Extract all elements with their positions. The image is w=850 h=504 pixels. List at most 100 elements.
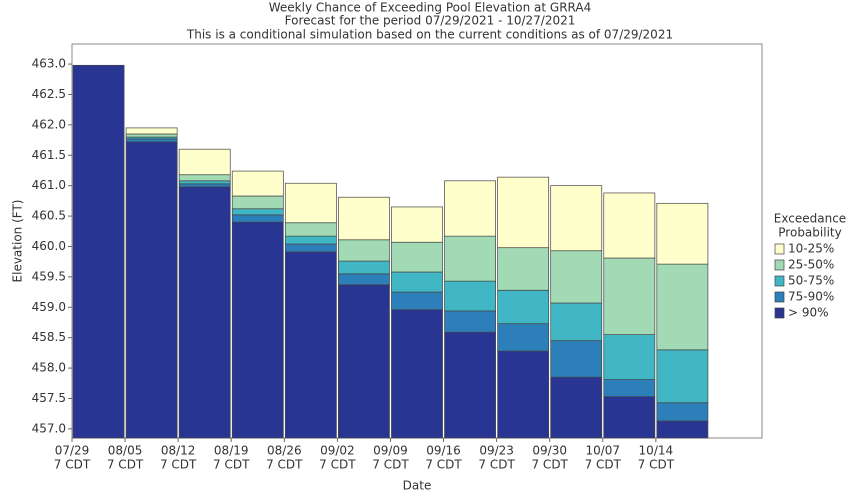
x-tick-label: 7 CDT — [531, 458, 568, 472]
bar-segment — [444, 280, 496, 312]
x-tick-label: 7 CDT — [372, 458, 409, 472]
bar-segment — [550, 185, 603, 252]
bar-segment — [231, 195, 284, 210]
bar-segment — [603, 257, 656, 335]
bar-segment — [656, 202, 709, 265]
y-tick-label: 459.5 — [32, 269, 66, 283]
bar-segment — [231, 214, 284, 223]
bar-segment — [656, 349, 709, 404]
bar-segment — [391, 271, 443, 293]
x-tick-label: 7 CDT — [107, 458, 144, 472]
bar-segment — [178, 180, 231, 185]
x-tick-label: 09/23 — [479, 444, 514, 458]
bar-segment — [497, 289, 550, 325]
bar-segment — [603, 334, 656, 380]
bar-segment — [550, 340, 603, 378]
bar-segment — [444, 310, 496, 333]
x-tick-label: 08/19 — [214, 444, 249, 458]
legend-title: Exceedance — [774, 212, 846, 226]
x-tick-label: 7 CDT — [585, 458, 622, 472]
bar-segment — [391, 291, 443, 311]
bar-segment — [284, 222, 337, 237]
bar-segment — [178, 183, 231, 188]
bar-segment — [178, 186, 231, 439]
x-tick-label: 10/14 — [639, 444, 674, 458]
bar-segment — [444, 331, 496, 439]
x-tick-label: 09/30 — [532, 444, 567, 458]
bar-segment — [284, 182, 337, 224]
bar-segment — [125, 141, 178, 439]
bar-segment — [338, 196, 390, 241]
bar-segment — [391, 206, 443, 243]
legend-swatch — [774, 291, 785, 303]
x-tick-label: 08/12 — [161, 444, 196, 458]
legend-swatch — [774, 307, 785, 319]
legend-label: 50-75% — [788, 274, 834, 288]
bar-segment — [72, 64, 125, 439]
bar-segment — [497, 247, 550, 291]
bar-segment — [603, 379, 656, 398]
bar-segment — [603, 396, 656, 439]
x-tick-label: 09/09 — [373, 444, 408, 458]
bar-segment — [284, 243, 337, 253]
legend-label: 10-25% — [788, 242, 834, 256]
chart-subtitle: Forecast for the period 07/29/2021 - 10/… — [285, 14, 576, 28]
y-tick-label: 463.0 — [32, 57, 66, 71]
bar-segment — [338, 273, 390, 286]
bar-segment — [284, 251, 337, 439]
bar-segment — [125, 127, 178, 135]
legend-label: 75-90% — [788, 290, 834, 304]
y-tick-label: 458.0 — [32, 361, 66, 375]
bar-segment — [444, 180, 496, 237]
y-tick-label: 462.0 — [32, 117, 66, 131]
bar-segment — [231, 170, 284, 197]
y-tick-label: 459.0 — [32, 300, 66, 314]
x-tick-label: 07/29 — [55, 444, 90, 458]
bar-segment — [656, 420, 709, 439]
y-tick-label: 457.5 — [32, 391, 66, 405]
x-tick-label: 10/07 — [585, 444, 620, 458]
bar-segment — [603, 192, 656, 259]
y-tick-label: 458.5 — [32, 330, 66, 344]
bar-segment — [284, 235, 337, 245]
bar-segment — [550, 376, 603, 439]
x-tick-label: 7 CDT — [425, 458, 462, 472]
bar-segment — [178, 148, 231, 176]
legend-label: > 90% — [788, 306, 829, 320]
y-tick-label: 461.0 — [32, 178, 66, 192]
bar-segment — [231, 221, 284, 439]
y-tick-label: 461.5 — [32, 148, 66, 162]
x-tick-label: 7 CDT — [478, 458, 515, 472]
x-tick-label: 7 CDT — [54, 458, 91, 472]
y-tick-label: 457.0 — [32, 421, 66, 435]
bar-segment — [550, 250, 603, 304]
bar-segment — [497, 323, 550, 352]
y-tick-label: 460.0 — [32, 239, 66, 253]
chart-subtitle: This is a conditional simulation based o… — [186, 28, 673, 42]
y-tick-label: 462.5 — [32, 87, 66, 101]
bar-segment — [338, 260, 390, 275]
bar-segment — [391, 241, 443, 273]
bar-segment — [125, 133, 178, 138]
legend-swatch — [774, 243, 785, 255]
x-tick-label: 7 CDT — [319, 458, 356, 472]
bar-segment — [656, 263, 709, 351]
bar-segment — [338, 284, 390, 439]
legend-swatch — [774, 259, 785, 271]
chart-title: Weekly Chance of Exceeding Pool Elevatio… — [269, 1, 591, 15]
bar-segment — [231, 208, 284, 216]
legend-title: Probability — [778, 226, 841, 240]
bar-segment — [391, 309, 443, 439]
legend-swatch — [774, 275, 785, 287]
x-tick-label: 7 CDT — [213, 458, 250, 472]
x-tick-label: 08/26 — [267, 444, 302, 458]
x-tick-label: 09/16 — [426, 444, 461, 458]
y-tick-label: 460.5 — [32, 209, 66, 223]
bar-segment — [125, 138, 178, 143]
x-axis-title: Date — [403, 479, 432, 493]
x-tick-label: 7 CDT — [160, 458, 197, 472]
bar-segment — [497, 176, 550, 249]
y-axis-title: Elevation (FT) — [11, 200, 25, 283]
x-tick-label: 7 CDT — [266, 458, 303, 472]
